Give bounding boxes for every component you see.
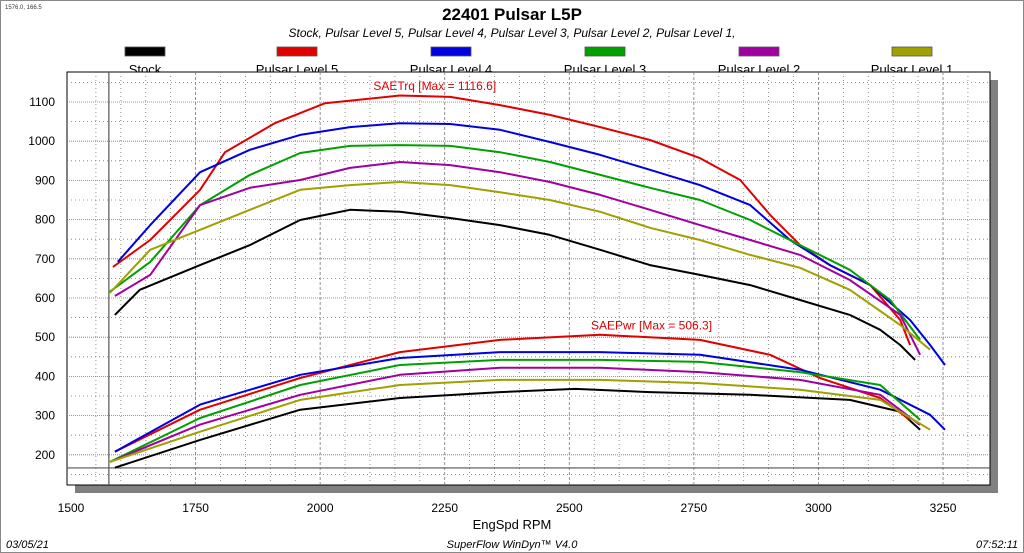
x-tick-label: 2250 (431, 501, 458, 515)
axis-ticks: 1500 1750 2000 2250 2500 2750 3000 3250 200 300 40… (28, 95, 956, 515)
x-tick-label: 2500 (556, 501, 583, 515)
y-tick-label: 800 (35, 213, 55, 227)
legend-swatch (276, 46, 318, 57)
chart-subtitle: Stock, Pulsar Level 5, Pulsar Level 4, P… (289, 26, 736, 40)
y-tick-label: 200 (35, 448, 55, 462)
x-tick-label: 3000 (805, 501, 832, 515)
y-tick-label: 300 (35, 409, 55, 423)
grid (67, 72, 990, 485)
chart-title: 22401 Pulsar L5P (442, 5, 582, 24)
footer-software: SuperFlow WinDyn™ V4.0 (447, 539, 579, 551)
legend-swatch (430, 46, 472, 57)
series-power-line (114, 366, 921, 461)
y-tick-label: 900 (35, 173, 55, 187)
series-power-line (114, 387, 921, 469)
legend-swatch (738, 46, 780, 57)
x-tick-label: 1500 (58, 501, 85, 515)
x-axis-label: EngSpd RPM (473, 517, 552, 532)
series-power-line (114, 351, 946, 453)
y-tick-label: 500 (35, 330, 55, 344)
annotation-label: SAEPwr [Max = 506.3] (591, 318, 712, 332)
y-tick-label: 400 (35, 369, 55, 383)
series-power-line (109, 378, 931, 463)
y-tick-label: 600 (35, 291, 55, 305)
y-tick-label: 1100 (29, 95, 55, 109)
x-tick-label: 1750 (182, 501, 209, 515)
series-torque-line (109, 144, 921, 341)
series-torque-line (114, 208, 916, 361)
series-power-line (114, 333, 911, 453)
cursor-crosshair[interactable] (67, 72, 990, 485)
x-tick-label: 2000 (307, 501, 334, 515)
legend-swatch (891, 46, 933, 57)
series-torque-line (109, 181, 931, 351)
series-power-line (109, 358, 921, 463)
series-torque-line (117, 122, 946, 366)
series-lines (109, 94, 946, 469)
y-tick-label: 1000 (28, 134, 55, 148)
annotation-label: SAETrq [Max = 1116.6] (373, 79, 496, 93)
footer-time: 07:52:11 (976, 539, 1018, 551)
x-tick-label: 2750 (681, 501, 708, 515)
legend-swatch (124, 46, 166, 57)
annotations: SAETrq [Max = 1116.6] SAEPwr [Max = 506.3… (373, 79, 712, 332)
series-torque-line (114, 161, 921, 356)
x-tick-label: 3250 (930, 501, 957, 515)
footer-date: 03/05/21 (6, 539, 49, 551)
cursor-readout: 1576.0, 166.5 (5, 5, 42, 11)
legend-swatch (584, 46, 626, 57)
y-tick-label: 700 (35, 252, 55, 266)
